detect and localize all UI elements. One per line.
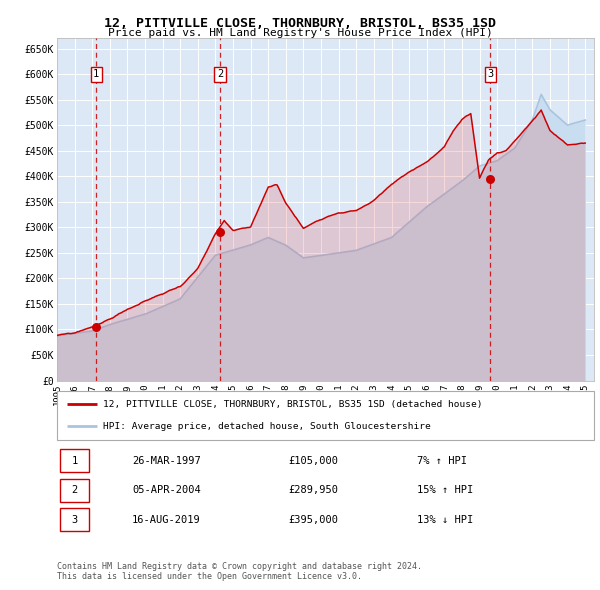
Text: 13% ↓ HPI: 13% ↓ HPI (417, 515, 473, 525)
Text: This data is licensed under the Open Government Licence v3.0.: This data is licensed under the Open Gov… (57, 572, 362, 581)
Text: 12, PITTVILLE CLOSE, THORNBURY, BRISTOL, BS35 1SD: 12, PITTVILLE CLOSE, THORNBURY, BRISTOL,… (104, 17, 496, 30)
Text: 3: 3 (71, 515, 77, 525)
Text: 1: 1 (71, 456, 77, 466)
FancyBboxPatch shape (59, 479, 89, 502)
Text: 3: 3 (487, 69, 494, 79)
Text: 05-APR-2004: 05-APR-2004 (132, 486, 201, 495)
Text: Contains HM Land Registry data © Crown copyright and database right 2024.: Contains HM Land Registry data © Crown c… (57, 562, 422, 571)
FancyBboxPatch shape (59, 509, 89, 531)
FancyBboxPatch shape (59, 450, 89, 472)
Text: 1: 1 (93, 69, 100, 79)
Text: 7% ↑ HPI: 7% ↑ HPI (417, 456, 467, 466)
Text: 2: 2 (217, 69, 223, 79)
Text: 12, PITTVILLE CLOSE, THORNBURY, BRISTOL, BS35 1SD (detached house): 12, PITTVILLE CLOSE, THORNBURY, BRISTOL,… (103, 400, 482, 409)
Text: £395,000: £395,000 (288, 515, 338, 525)
Text: 2: 2 (71, 486, 77, 495)
Text: 16-AUG-2019: 16-AUG-2019 (132, 515, 201, 525)
Text: Price paid vs. HM Land Registry's House Price Index (HPI): Price paid vs. HM Land Registry's House … (107, 28, 493, 38)
Text: £289,950: £289,950 (288, 486, 338, 495)
Text: £105,000: £105,000 (288, 456, 338, 466)
FancyBboxPatch shape (57, 391, 594, 440)
Text: 15% ↑ HPI: 15% ↑ HPI (417, 486, 473, 495)
Text: 26-MAR-1997: 26-MAR-1997 (132, 456, 201, 466)
Text: HPI: Average price, detached house, South Gloucestershire: HPI: Average price, detached house, Sout… (103, 422, 430, 431)
